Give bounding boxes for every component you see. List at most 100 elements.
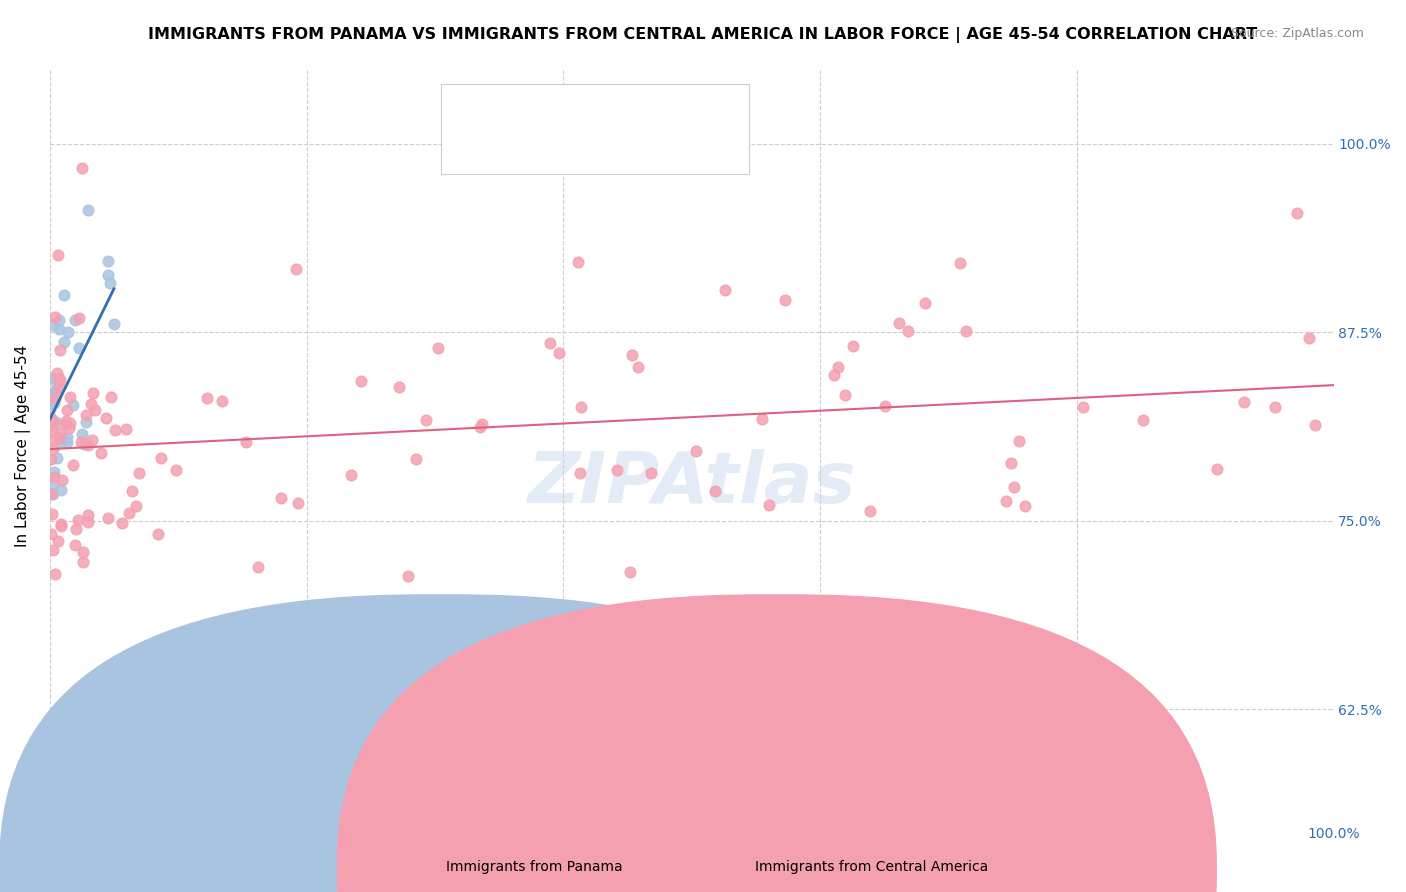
Point <box>887 316 910 330</box>
Point <box>53 417 76 431</box>
Legend: R = 0.536   N = 33, R = 0.184   N = 121: R = 0.536 N = 33, R = 0.184 N = 121 <box>458 85 720 158</box>
Point <box>41 477 63 491</box>
Point <box>1014 500 1036 514</box>
Point <box>62 458 84 472</box>
Point <box>640 467 662 481</box>
Point <box>77 508 100 522</box>
Point <box>548 345 571 359</box>
Point <box>468 419 491 434</box>
Point <box>388 380 411 394</box>
Point <box>76 515 98 529</box>
Point <box>55 414 77 428</box>
Point <box>73 437 96 451</box>
Point <box>48 322 70 336</box>
Point <box>46 533 69 548</box>
Point <box>1305 417 1327 432</box>
Point <box>128 466 150 480</box>
Point <box>49 343 72 358</box>
Point <box>96 268 118 282</box>
Point <box>39 401 62 416</box>
Point <box>42 465 65 479</box>
Point <box>619 566 641 580</box>
Point <box>270 491 292 505</box>
Point <box>39 391 62 405</box>
Point <box>842 338 865 352</box>
Point <box>56 325 79 339</box>
Point <box>66 513 89 527</box>
Point <box>51 483 73 497</box>
Point <box>98 277 121 291</box>
Point <box>165 462 187 476</box>
Point <box>41 417 63 432</box>
Point <box>76 438 98 452</box>
Point <box>80 397 103 411</box>
Point <box>713 283 735 297</box>
Point <box>1002 480 1025 494</box>
Point <box>44 567 66 582</box>
Point <box>46 366 69 380</box>
Point <box>56 434 79 449</box>
Point <box>471 417 494 431</box>
Point <box>211 393 233 408</box>
Point <box>287 496 309 510</box>
Point <box>44 395 66 409</box>
Point <box>39 370 62 384</box>
Point <box>48 431 70 445</box>
Point <box>948 256 970 270</box>
Point <box>48 313 70 327</box>
Text: Immigrants from Central America: Immigrants from Central America <box>755 860 988 874</box>
Point <box>1264 401 1286 415</box>
Point <box>538 336 561 351</box>
Point <box>42 470 65 484</box>
Y-axis label: In Labor Force | Age 45-54: In Labor Force | Age 45-54 <box>15 344 31 547</box>
Point <box>77 202 100 217</box>
Point <box>42 384 65 399</box>
Point <box>42 318 65 332</box>
Point <box>115 422 138 436</box>
Point <box>59 390 82 404</box>
Point <box>863 640 886 654</box>
Point <box>859 503 882 517</box>
Point <box>70 435 93 450</box>
Point <box>42 372 65 386</box>
Point <box>49 425 72 440</box>
Point <box>53 287 76 301</box>
Point <box>97 253 120 268</box>
Point <box>72 555 94 569</box>
Point <box>117 506 139 520</box>
Point <box>46 248 69 262</box>
Point <box>70 161 93 175</box>
Text: Immigrants from Panama: Immigrants from Panama <box>446 860 623 874</box>
Point <box>67 341 90 355</box>
Point <box>52 334 75 349</box>
Point <box>396 569 419 583</box>
Point <box>195 391 218 405</box>
Point <box>82 433 104 447</box>
Point <box>1000 456 1022 470</box>
Point <box>42 442 65 456</box>
Point <box>100 390 122 404</box>
Text: ZIPAtlas: ZIPAtlas <box>527 449 856 517</box>
Point <box>90 445 112 459</box>
Point <box>84 403 107 417</box>
Point <box>606 463 628 477</box>
Point <box>235 434 257 449</box>
Point <box>1205 462 1227 476</box>
Point <box>44 391 66 405</box>
Point <box>44 310 66 325</box>
Point <box>45 415 67 429</box>
Point <box>104 423 127 437</box>
Point <box>63 312 86 326</box>
Point <box>41 411 63 425</box>
Point <box>704 483 727 498</box>
Point <box>567 254 589 268</box>
Point <box>569 466 592 480</box>
Point <box>685 443 707 458</box>
Point <box>150 451 173 466</box>
Point <box>45 450 67 465</box>
Point <box>62 398 84 412</box>
Point <box>49 373 72 387</box>
Point <box>49 519 72 533</box>
Point <box>39 527 62 541</box>
Point <box>415 413 437 427</box>
